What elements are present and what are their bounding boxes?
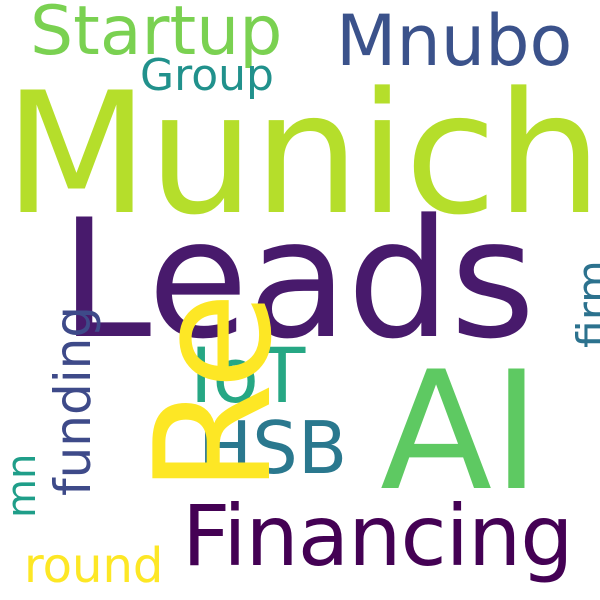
word-startup: Startup: [30, 0, 283, 71]
word-round: round: [24, 538, 164, 594]
word-iot: IoT: [190, 331, 306, 420]
word-ai: AI: [380, 336, 541, 527]
word-group: Group: [140, 50, 274, 101]
word-firm: firm: [568, 260, 600, 348]
word-leads: Leads: [60, 184, 535, 375]
word-munich: Munich: [4, 56, 600, 252]
word-hsb: HSB: [198, 406, 348, 490]
word-mnubo: Mnubo: [336, 0, 573, 82]
word-funding: funding: [44, 305, 102, 496]
word-mn: mn: [0, 453, 45, 518]
word-financing: Financing: [182, 487, 574, 585]
word-re: Re: [120, 291, 307, 494]
